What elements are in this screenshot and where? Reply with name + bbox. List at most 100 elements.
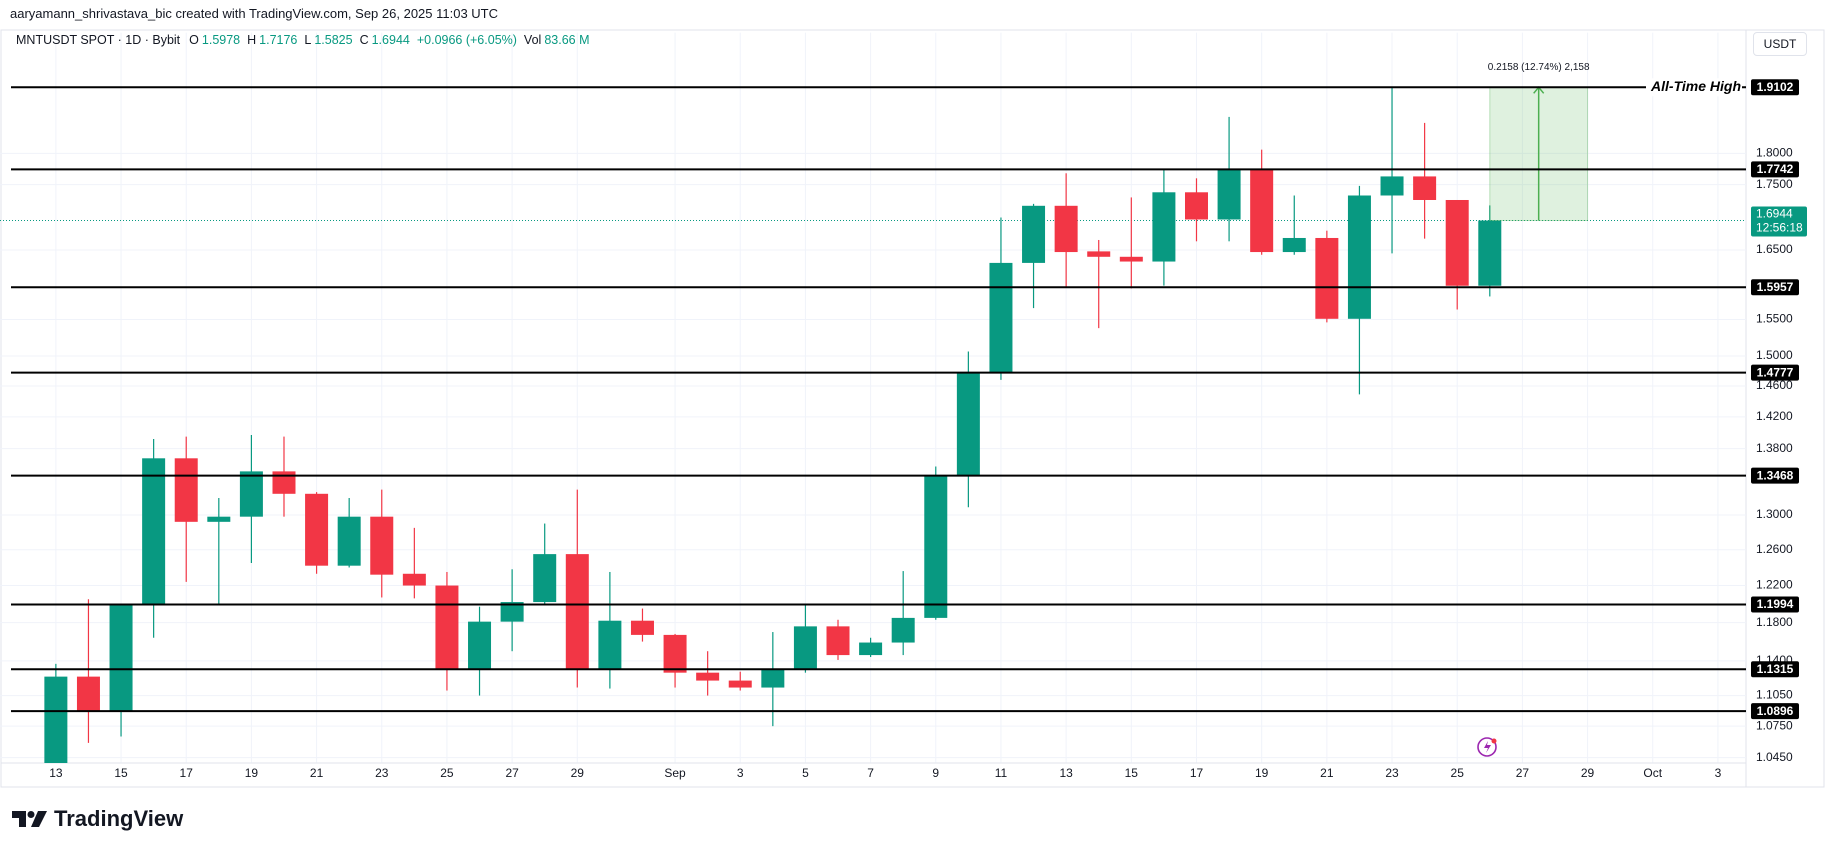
y-tick-label: 1.3000 bbox=[1756, 507, 1793, 521]
chart-frame bbox=[0, 29, 1825, 788]
x-tick-label: 5 bbox=[802, 766, 809, 780]
legend-key: C bbox=[359, 33, 369, 47]
level-label: 1.1315 bbox=[1757, 662, 1794, 676]
y-tick-label: 1.2600 bbox=[1756, 542, 1793, 556]
level-label: 1.3468 bbox=[1757, 468, 1794, 482]
measure-label: 0.2158 (12.74%) 2,158 bbox=[1488, 62, 1590, 73]
legend-value: 1.5825 bbox=[314, 33, 353, 47]
candle-body bbox=[728, 680, 752, 688]
candle-body bbox=[1347, 195, 1371, 319]
candle-body bbox=[696, 672, 720, 681]
legend-key: L bbox=[304, 33, 312, 47]
candle-body bbox=[793, 626, 817, 669]
candle-body bbox=[1315, 237, 1339, 319]
x-tick-label: 25 bbox=[440, 766, 454, 780]
x-tick-label: 9 bbox=[932, 766, 939, 780]
x-tick-label: Oct bbox=[1643, 766, 1662, 780]
x-tick-label: Sep bbox=[664, 766, 686, 780]
candle-body bbox=[533, 554, 557, 603]
candle-body bbox=[1282, 237, 1306, 253]
x-tick-label: 23 bbox=[1385, 766, 1399, 780]
candle-body bbox=[272, 471, 296, 494]
level-label: 1.0896 bbox=[1757, 704, 1794, 718]
y-tick-label: 1.7500 bbox=[1756, 177, 1793, 191]
candle-body bbox=[500, 602, 524, 622]
candle-body bbox=[891, 617, 915, 643]
legend-key: H bbox=[247, 33, 257, 47]
candle-body bbox=[174, 458, 198, 522]
level-label: 1.1994 bbox=[1757, 597, 1794, 611]
candle-body bbox=[924, 475, 948, 618]
legend-change: +0.0966 (+6.05%) bbox=[416, 33, 517, 47]
legend-key: O bbox=[189, 33, 199, 47]
candle-body bbox=[598, 620, 622, 670]
candle-body bbox=[630, 620, 654, 635]
x-tick-label: 19 bbox=[245, 766, 259, 780]
y-tick-label: 1.0750 bbox=[1756, 718, 1793, 732]
x-tick-label: 13 bbox=[1059, 766, 1073, 780]
time-axis: 13 15 17 19 21 23 25 27 29 Sep 3 5 7 9 11 13 15 17 19 21 23 2… bbox=[49, 766, 1721, 780]
x-tick-label: 29 bbox=[1581, 766, 1595, 780]
candle-body bbox=[337, 516, 361, 566]
legend-value: 1.6944 bbox=[371, 33, 410, 47]
x-tick-label: 19 bbox=[1255, 766, 1269, 780]
logo-mark bbox=[12, 811, 47, 827]
symbol: MNTUSDT SPOT · 1D · Bybit bbox=[16, 33, 181, 47]
candle-body bbox=[1054, 205, 1078, 253]
candle-body bbox=[1380, 176, 1404, 196]
y-tick-label: 1.1050 bbox=[1756, 688, 1793, 702]
candle-body bbox=[1184, 192, 1208, 220]
y-tick-label: 1.6500 bbox=[1756, 242, 1793, 256]
candle-body bbox=[468, 621, 492, 670]
x-tick-label: 29 bbox=[571, 766, 585, 780]
countdown-label: 12:56:18 bbox=[1756, 221, 1803, 235]
candle-body bbox=[370, 516, 394, 575]
legend-volume-key: Vol bbox=[523, 33, 542, 47]
candle-body bbox=[402, 573, 426, 586]
legend-value: 1.5978 bbox=[201, 33, 241, 47]
candle-body bbox=[1087, 251, 1111, 257]
x-tick-label: 21 bbox=[310, 766, 324, 780]
x-tick-label: 13 bbox=[49, 766, 63, 780]
candle-body bbox=[1022, 205, 1046, 263]
legend-value: 1.7176 bbox=[259, 33, 298, 47]
candle-body bbox=[1119, 256, 1143, 262]
level-label-box bbox=[1751, 661, 1799, 678]
level-label-box bbox=[1751, 703, 1799, 720]
annotation: All-Time High bbox=[1650, 78, 1741, 94]
plot-area: 0.2158 (12.74%) 2,158 All-Time High bbox=[0, 62, 1746, 763]
candle-body bbox=[1413, 176, 1437, 200]
legend-volume-value: 83.66 M bbox=[544, 33, 590, 47]
y-tick-label: 1.0450 bbox=[1756, 750, 1793, 764]
candle-body bbox=[826, 626, 850, 656]
y-tick-label: 1.3800 bbox=[1756, 441, 1793, 455]
candle-body bbox=[435, 585, 459, 670]
x-tick-label: 21 bbox=[1320, 766, 1334, 780]
y-tick-label: 1.5000 bbox=[1756, 348, 1793, 362]
x-tick-label: 17 bbox=[180, 766, 194, 780]
x-tick-label: 25 bbox=[1451, 766, 1465, 780]
x-tick-label: 3 bbox=[1715, 766, 1722, 780]
logo: TradingView bbox=[12, 806, 183, 832]
currency-button[interactable]: USDT bbox=[1753, 32, 1807, 56]
candle-body bbox=[565, 554, 589, 670]
candle-body bbox=[142, 458, 166, 605]
candle-body bbox=[1217, 168, 1241, 220]
level-label-box bbox=[1751, 79, 1799, 96]
level-label: 1.7742 bbox=[1757, 162, 1794, 176]
y-tick-label: 1.1800 bbox=[1756, 615, 1793, 629]
replay-icon[interactable] bbox=[1477, 737, 1497, 757]
level-label-box bbox=[1751, 364, 1799, 381]
attribution: aaryamann_shrivastava_bic created with T… bbox=[10, 6, 499, 21]
candle-body bbox=[859, 642, 883, 656]
x-tick-label: 3 bbox=[737, 766, 744, 780]
y-tick-label: 1.4600 bbox=[1756, 378, 1793, 392]
x-tick-label: 27 bbox=[505, 766, 519, 780]
candle-body bbox=[1478, 220, 1502, 286]
candle-body bbox=[76, 676, 100, 712]
x-tick-label: 23 bbox=[375, 766, 389, 780]
level-label-box bbox=[1751, 467, 1799, 484]
x-tick-label: 17 bbox=[1190, 766, 1204, 780]
